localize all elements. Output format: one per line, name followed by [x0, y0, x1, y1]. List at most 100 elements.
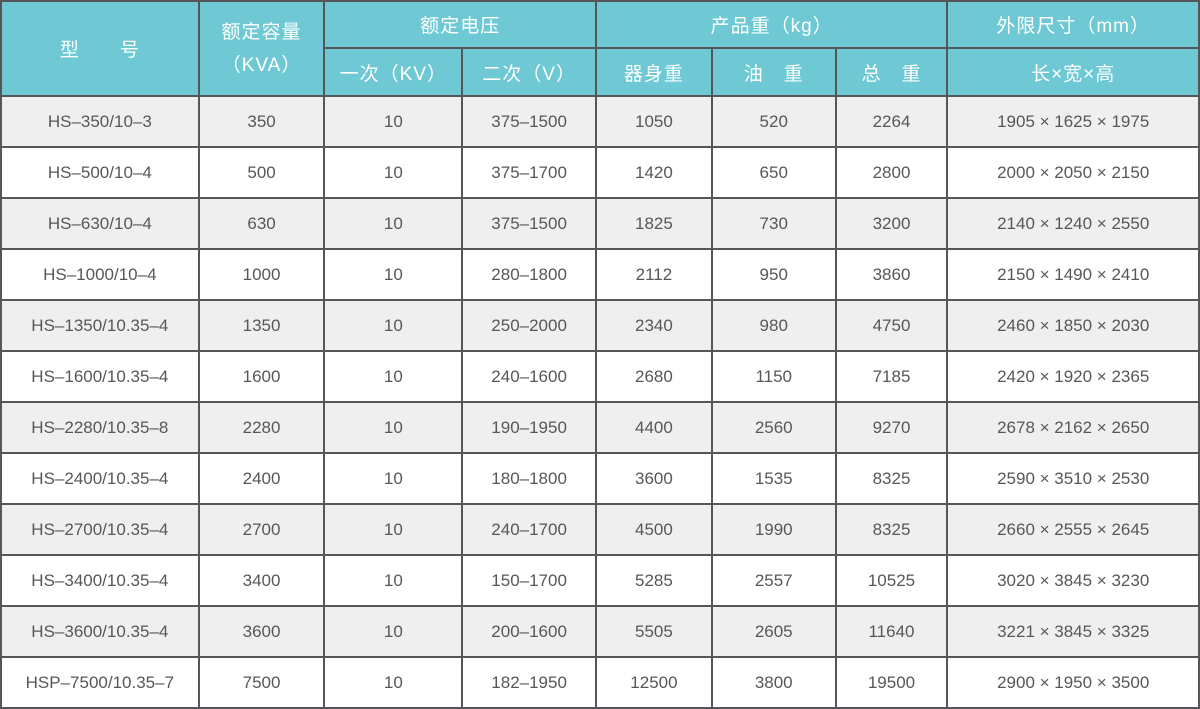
cell-primary-voltage: 10	[323, 401, 464, 454]
cell-body-weight: 4500	[595, 503, 713, 556]
cell-total-weight: 8325	[834, 452, 949, 505]
cell-dimensions: 2140 × 1240 × 2550	[946, 197, 1200, 250]
cell-primary-voltage: 10	[323, 95, 464, 148]
cell-model: HSP–7500/10.35–7	[0, 656, 200, 709]
cell-model: HS–1350/10.35–4	[0, 299, 200, 352]
header-weight-group: 产品重（kg）	[595, 0, 949, 49]
table-row: HS–3600/10.35–4 3600 10 200–1600 5505 2605 116…	[0, 605, 1200, 658]
cell-total-weight: 3200	[834, 197, 949, 250]
header-model: 型 号	[0, 0, 200, 97]
cell-secondary-voltage: 280–1800	[461, 248, 598, 301]
cell-capacity: 2700	[197, 503, 326, 556]
cell-model: HS–3400/10.35–4	[0, 554, 200, 607]
cell-total-weight: 19500	[834, 656, 949, 709]
table-row: HS–1600/10.35–4 1600 10 240–1600 2680 1150 718…	[0, 350, 1200, 403]
cell-oil-weight: 980	[710, 299, 837, 352]
cell-secondary-voltage: 180–1800	[461, 452, 598, 505]
cell-primary-voltage: 10	[323, 503, 464, 556]
cell-secondary-voltage: 182–1950	[461, 656, 598, 709]
cell-capacity: 2280	[197, 401, 326, 454]
cell-capacity: 350	[197, 95, 326, 148]
cell-dimensions: 1905 × 1625 × 1975	[946, 95, 1200, 148]
header-capacity-line1: 额定容量	[221, 21, 302, 43]
header-weight-total: 总 重	[834, 47, 949, 97]
table-row: HS–1000/10–4 1000 10 280–1800 2112 950 3860 215…	[0, 248, 1200, 301]
cell-capacity: 3400	[197, 554, 326, 607]
cell-body-weight: 2340	[595, 299, 713, 352]
cell-total-weight: 7185	[834, 350, 949, 403]
cell-oil-weight: 1990	[710, 503, 837, 556]
cell-secondary-voltage: 250–2000	[461, 299, 598, 352]
header-capacity-line2: （KVA）	[221, 54, 302, 76]
cell-secondary-voltage: 200–1600	[461, 605, 598, 658]
cell-secondary-voltage: 240–1700	[461, 503, 598, 556]
cell-capacity: 630	[197, 197, 326, 250]
table-row: HS–2280/10.35–8 2280 10 190–1950 4400 2560 927…	[0, 401, 1200, 454]
cell-body-weight: 2680	[595, 350, 713, 403]
cell-model: HS–350/10–3	[0, 95, 200, 148]
cell-dimensions: 3221 × 3845 × 3325	[946, 605, 1200, 658]
table-body: HS–350/10–3 350 10 375–1500 1050 520 2264 1905 …	[0, 95, 1200, 709]
cell-dimensions: 2678 × 2162 × 2650	[946, 401, 1200, 454]
cell-model: HS–630/10–4	[0, 197, 200, 250]
cell-dimensions: 2000 × 2050 × 2150	[946, 146, 1200, 199]
cell-model: HS–1600/10.35–4	[0, 350, 200, 403]
header-capacity: 额定容量 （KVA）	[197, 0, 326, 97]
cell-secondary-voltage: 375–1500	[461, 197, 598, 250]
cell-capacity: 1000	[197, 248, 326, 301]
cell-body-weight: 1420	[595, 146, 713, 199]
header-voltage-primary: 一次（KV）	[323, 47, 464, 97]
cell-oil-weight: 1150	[710, 350, 837, 403]
table-row: HS–3400/10.35–4 3400 10 150–1700 5285 2557 105…	[0, 554, 1200, 607]
header-voltage-group: 额定电压	[323, 0, 598, 49]
cell-model: HS–3600/10.35–4	[0, 605, 200, 658]
cell-model: HS–500/10–4	[0, 146, 200, 199]
cell-oil-weight: 2605	[710, 605, 837, 658]
table-row: HS–350/10–3 350 10 375–1500 1050 520 2264 1905 …	[0, 95, 1200, 148]
cell-primary-voltage: 10	[323, 197, 464, 250]
cell-total-weight: 4750	[834, 299, 949, 352]
cell-body-weight: 5505	[595, 605, 713, 658]
cell-body-weight: 4400	[595, 401, 713, 454]
cell-body-weight: 1050	[595, 95, 713, 148]
cell-total-weight: 9270	[834, 401, 949, 454]
cell-model: HS–2400/10.35–4	[0, 452, 200, 505]
cell-primary-voltage: 10	[323, 656, 464, 709]
cell-primary-voltage: 10	[323, 146, 464, 199]
table-row: HS–1350/10.35–4 1350 10 250–2000 2340 980 4750…	[0, 299, 1200, 352]
cell-dimensions: 2420 × 1920 × 2365	[946, 350, 1200, 403]
cell-oil-weight: 650	[710, 146, 837, 199]
cell-body-weight: 3600	[595, 452, 713, 505]
cell-capacity: 1350	[197, 299, 326, 352]
cell-dimensions: 3020 × 3845 × 3230	[946, 554, 1200, 607]
table-row: HS–500/10–4 500 10 375–1700 1420 650 2800 2000 …	[0, 146, 1200, 199]
cell-body-weight: 2112	[595, 248, 713, 301]
table-row: HS–2700/10.35–4 2700 10 240–1700 4500 1990 832…	[0, 503, 1200, 556]
cell-total-weight: 11640	[834, 605, 949, 658]
cell-secondary-voltage: 375–1700	[461, 146, 598, 199]
cell-dimensions: 2900 × 1950 × 3500	[946, 656, 1200, 709]
cell-secondary-voltage: 375–1500	[461, 95, 598, 148]
cell-dimensions: 2660 × 2555 × 2645	[946, 503, 1200, 556]
cell-capacity: 2400	[197, 452, 326, 505]
cell-primary-voltage: 10	[323, 248, 464, 301]
cell-capacity: 1600	[197, 350, 326, 403]
cell-model: HS–2280/10.35–8	[0, 401, 200, 454]
cell-total-weight: 2800	[834, 146, 949, 199]
cell-primary-voltage: 10	[323, 452, 464, 505]
cell-primary-voltage: 10	[323, 554, 464, 607]
header-dimensions-sub: 长×宽×高	[946, 47, 1200, 97]
cell-body-weight: 1825	[595, 197, 713, 250]
cell-dimensions: 2150 × 1490 × 2410	[946, 248, 1200, 301]
cell-capacity: 7500	[197, 656, 326, 709]
cell-secondary-voltage: 150–1700	[461, 554, 598, 607]
cell-total-weight: 3860	[834, 248, 949, 301]
cell-total-weight: 10525	[834, 554, 949, 607]
cell-oil-weight: 520	[710, 95, 837, 148]
cell-primary-voltage: 10	[323, 605, 464, 658]
table-row: HS–630/10–4 630 10 375–1500 1825 730 3200 2140 …	[0, 197, 1200, 250]
cell-oil-weight: 3800	[710, 656, 837, 709]
cell-dimensions: 2590 × 3510 × 2530	[946, 452, 1200, 505]
cell-primary-voltage: 10	[323, 350, 464, 403]
